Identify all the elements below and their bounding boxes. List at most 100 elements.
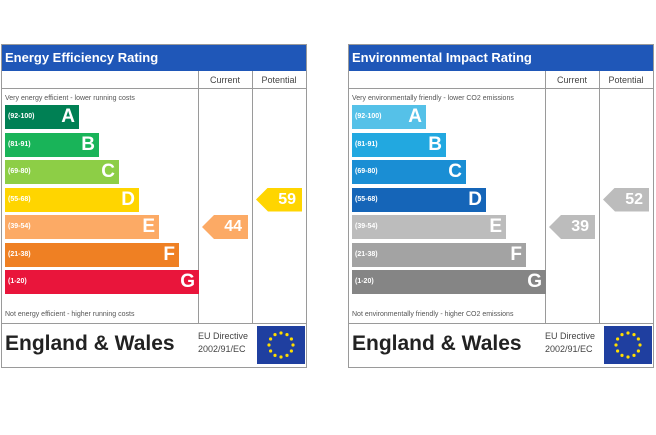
current-rating-arrow: 39 [549, 215, 595, 239]
potential-rating-arrow: 52 [603, 187, 649, 212]
eu-star-icon [616, 349, 620, 353]
band-letter: E [142, 216, 155, 237]
column-divider [198, 71, 199, 323]
eu-star-icon [289, 337, 293, 341]
eu-star-icon [620, 333, 624, 337]
eu-star-icon [620, 353, 624, 357]
band-range-label: (69-80) [355, 168, 378, 175]
rating-band-d: (55-68) D [5, 187, 139, 212]
environmental-impact-panel: Environmental Impact Rating Current Pote… [348, 44, 654, 368]
eu-directive-label: EU Directive 2002/91/EC [545, 330, 603, 356]
eu-flag-icon [257, 326, 305, 364]
panel-title: Environmental Impact Rating [349, 45, 653, 71]
band-letter: F [510, 243, 522, 265]
band-letter: D [121, 188, 135, 210]
band-letter: F [163, 243, 175, 265]
eu-star-icon [273, 333, 277, 337]
eu-star-icon [626, 355, 630, 359]
band-letter: B [81, 133, 95, 155]
eu-star-icon [632, 353, 636, 357]
band-letter: B [428, 133, 442, 155]
energy-efficiency-panel: Energy Efficiency Rating Current Potenti… [1, 44, 307, 368]
eu-stars [614, 331, 642, 359]
band-range-label: (92-100) [355, 113, 382, 120]
band-range-label: (81-91) [8, 140, 31, 148]
band-range-label: (55-68) [355, 195, 378, 203]
rating-band-d: (55-68) D [352, 187, 486, 212]
band-letter: C [101, 161, 115, 182]
directive-line2: 2002/91/EC [545, 344, 593, 354]
eu-star-icon [279, 355, 283, 359]
eu-flag-icon [604, 326, 652, 364]
region-label: England & Wales [352, 332, 522, 355]
rating-band-e: (39-54) E [5, 215, 159, 239]
rating-band-g: (1-20) G [352, 270, 546, 294]
rating-band-f: (21-38) F [352, 242, 526, 267]
rating-band-e: (39-54) E [352, 215, 506, 239]
top-note: Very environmentally friendly - lower CO… [352, 95, 514, 102]
band-letter: A [408, 106, 422, 127]
rating-band-b: (81-91) B [5, 132, 99, 157]
current-column-header: Current [209, 75, 240, 85]
eu-star-icon [632, 333, 636, 337]
eu-star-icon [614, 343, 618, 347]
panel-footer: England & Wales EU Directive 2002/91/EC [349, 323, 653, 367]
band-letter: D [468, 188, 482, 210]
band-letter: A [61, 106, 75, 127]
band-range-label: (39-54) [355, 223, 378, 230]
directive-line1: EU Directive [545, 331, 596, 341]
column-header-row: Current Potential [2, 71, 306, 89]
rating-band-a: (92-100) A [5, 105, 79, 129]
band-letter: G [180, 271, 195, 292]
directive-line1: EU Directive [198, 331, 249, 341]
band-range-label: (1-20) [8, 278, 27, 285]
eu-star-icon [616, 337, 620, 341]
eu-star-icon [626, 331, 630, 335]
eu-star-icon [636, 337, 640, 341]
band-range-label: (21-38) [355, 250, 378, 258]
panel-title: Energy Efficiency Rating [2, 45, 306, 71]
potential-column-header: Potential [261, 75, 297, 85]
rating-band-c: (69-80) C [5, 160, 119, 184]
eu-star-icon [273, 353, 277, 357]
potential-rating-arrow: 59 [256, 187, 302, 212]
eu-star-icon [269, 349, 273, 353]
column-divider [545, 71, 546, 323]
band-range-label: (55-68) [8, 195, 31, 203]
panel-footer: England & Wales EU Directive 2002/91/EC [2, 323, 306, 367]
potential-column-header: Potential [608, 75, 644, 85]
rating-band-g: (1-20) G [5, 270, 199, 294]
rating-band-b: (81-91) B [352, 132, 446, 157]
region-label: England & Wales [5, 332, 175, 355]
band-range-label: (69-80) [8, 168, 31, 175]
band-range-label: (21-38) [8, 250, 31, 258]
rating-band-c: (69-80) C [352, 160, 466, 184]
eu-star-icon [636, 349, 640, 353]
column-divider [252, 71, 253, 323]
band-letter: G [527, 271, 542, 292]
eu-stars [267, 331, 295, 359]
directive-line2: 2002/91/EC [198, 344, 246, 354]
eu-star-icon [269, 337, 273, 341]
eu-star-icon [285, 333, 289, 337]
bottom-note: Not energy efficient - higher running co… [5, 311, 135, 318]
eu-star-icon [638, 343, 642, 347]
eu-star-icon [279, 331, 283, 335]
band-letter: C [448, 161, 462, 182]
rating-band-f: (21-38) F [5, 242, 179, 267]
rating-band-a: (92-100) A [352, 105, 426, 129]
current-column-header: Current [556, 75, 587, 85]
eu-star-icon [267, 343, 271, 347]
band-range-label: (92-100) [8, 113, 35, 120]
band-range-label: (1-20) [355, 278, 374, 285]
eu-star-icon [289, 349, 293, 353]
band-range-label: (81-91) [355, 140, 378, 148]
eu-star-icon [285, 353, 289, 357]
eu-star-icon [291, 343, 295, 347]
band-letter: E [489, 216, 502, 237]
column-header-row: Current Potential [349, 71, 653, 89]
current-rating-arrow: 44 [202, 215, 248, 239]
band-range-label: (39-54) [8, 223, 31, 230]
bottom-note: Not environmentally friendly - higher CO… [352, 311, 514, 318]
column-divider [599, 71, 600, 323]
